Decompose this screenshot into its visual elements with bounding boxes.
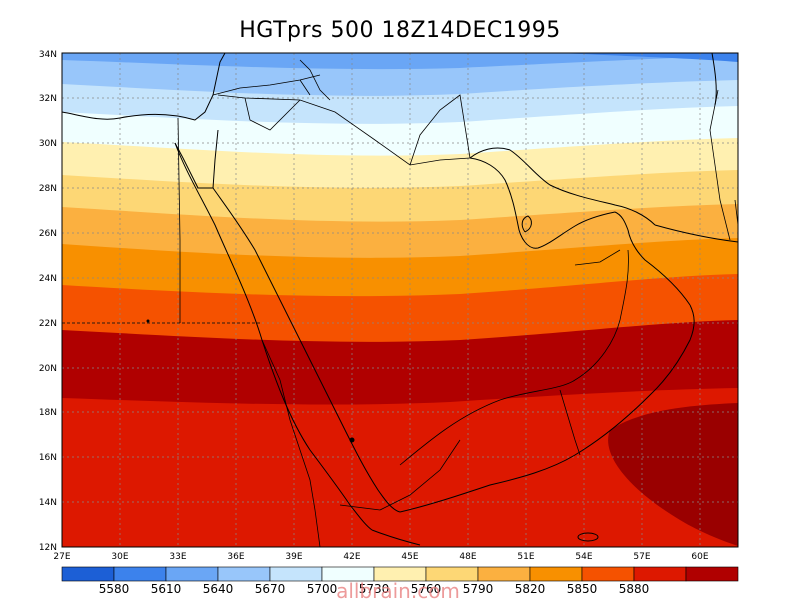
x-tick-51E: 51E (517, 552, 534, 562)
x-tick-48E: 48E (459, 552, 476, 562)
y-tick-20N: 20N (39, 364, 57, 374)
colorbar-swatch (477, 566, 531, 582)
x-tick-54E: 54E (575, 552, 592, 562)
colorbar-swatch (165, 566, 219, 582)
colorbar-level-label: 5850 (567, 582, 598, 596)
colorbar-level-label: 5670 (255, 582, 286, 596)
y-tick-32N: 32N (39, 94, 57, 104)
colorbar-level-label: 5700 (307, 582, 338, 596)
y-tick-28N: 28N (39, 184, 57, 194)
x-tick-60E: 60E (691, 552, 708, 562)
x-tick-33E: 33E (169, 552, 186, 562)
y-axis: 12N 14N 16N 18N 20N 22N 24N 26N 28N 30N … (39, 50, 57, 553)
colorbar-level-label: 5760 (411, 582, 442, 596)
x-axis: 27E 30E 33E 36E 39E 42E 45E 48E 51E 54E … (53, 552, 708, 562)
lat-lon-grid (62, 53, 738, 547)
colorbar-swatch (113, 566, 167, 582)
x-tick-36E: 36E (227, 552, 244, 562)
colorbar-level-label: 5580 (99, 582, 130, 596)
band-max-core (608, 403, 738, 546)
colorbar-swatch (581, 566, 635, 582)
x-tick-30E: 30E (111, 552, 128, 562)
map-title: HGTprs 500 18Z14DEC1995 (239, 18, 561, 43)
colorbar-level-label: 5730 (359, 582, 390, 596)
x-tick-45E: 45E (401, 552, 418, 562)
colorbar-swatch (529, 566, 583, 582)
x-tick-42E: 42E (343, 552, 360, 562)
colorbar: 5580 5610 5640 5670 5700 5730 5760 5790 5820 5850… (61, 566, 739, 596)
watermark: allbrain.com (336, 579, 460, 600)
band-5850 (62, 388, 738, 547)
band-min-ne (560, 53, 738, 62)
colorbar-swatch (217, 566, 271, 582)
band-5580 (62, 53, 738, 70)
colorbar-level-label: 5610 (151, 582, 182, 596)
y-tick-24N: 24N (39, 274, 57, 284)
y-tick-14N: 14N (39, 498, 57, 508)
x-tick-57E: 57E (633, 552, 650, 562)
islands (146, 319, 355, 443)
x-tick-27E: 27E (53, 552, 70, 562)
x-tick-39E: 39E (285, 552, 302, 562)
coastlines (62, 53, 738, 546)
colorbar-swatch (61, 566, 115, 582)
y-tick-18N: 18N (39, 408, 57, 418)
y-tick-30N: 30N (39, 139, 57, 149)
colorbar-swatch (633, 566, 687, 582)
colorbar-swatch (685, 566, 739, 582)
colorbar-level-label: 5880 (619, 582, 650, 596)
colorbar-swatch (269, 566, 323, 582)
colorbar-level-label: 5640 (203, 582, 234, 596)
colorbar-level-label: 5820 (515, 582, 546, 596)
y-tick-22N: 22N (39, 319, 57, 329)
colorbar-level-label: 5790 (463, 582, 494, 596)
map-frame (61, 52, 739, 548)
height-bands (62, 53, 738, 547)
y-tick-12N: 12N (39, 543, 57, 553)
y-tick-34N: 34N (39, 50, 57, 60)
y-tick-26N: 26N (39, 229, 57, 239)
y-tick-16N: 16N (39, 453, 57, 463)
